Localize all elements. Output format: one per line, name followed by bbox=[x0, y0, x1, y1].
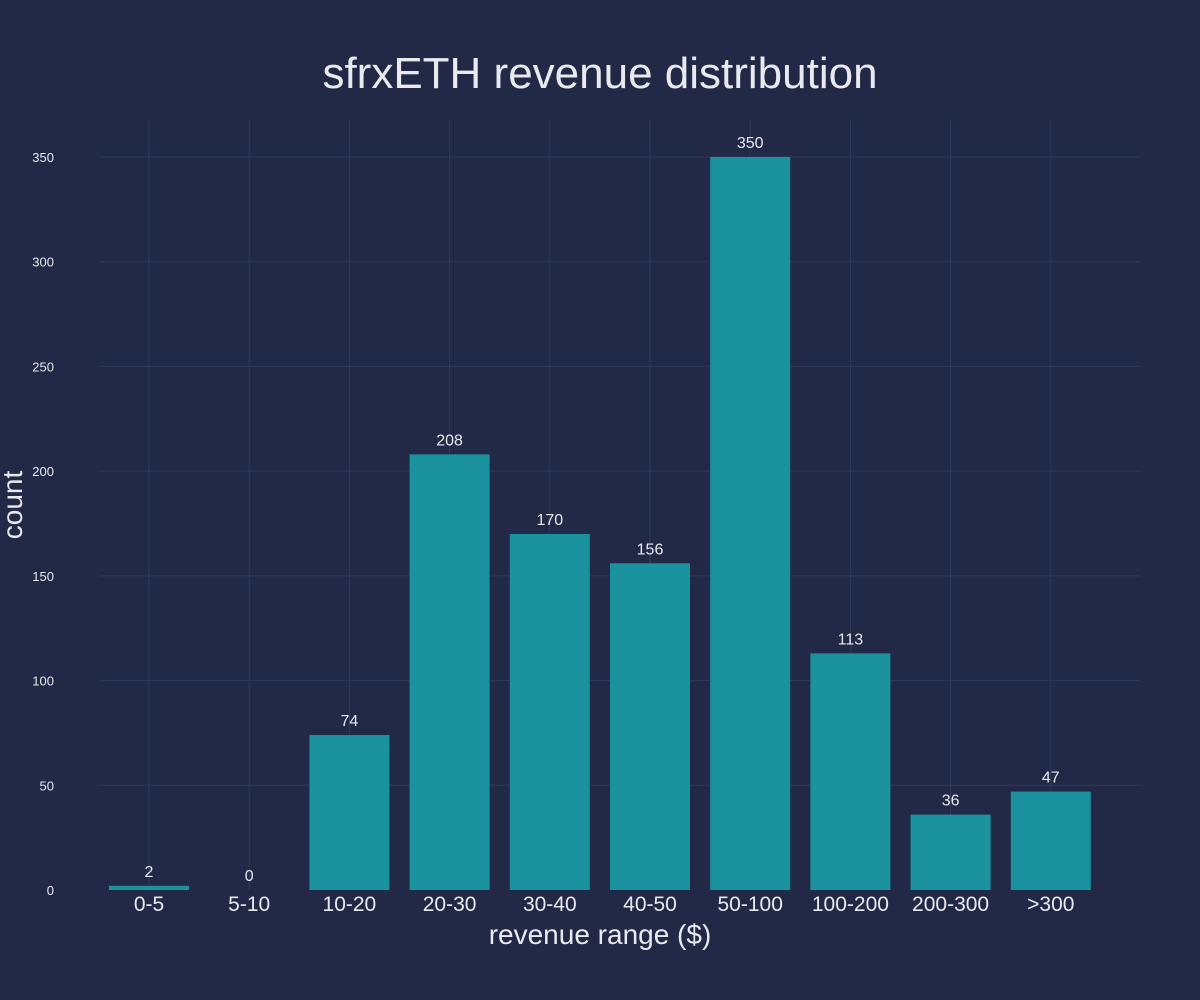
data-label: 350 bbox=[737, 135, 764, 152]
data-label: 36 bbox=[942, 793, 960, 810]
bar-50-100 bbox=[710, 157, 791, 890]
y-tick-label: 350 bbox=[32, 150, 54, 165]
x-tick-label: 50-100 bbox=[718, 893, 783, 916]
data-label: 74 bbox=[341, 713, 359, 730]
data-label: 208 bbox=[436, 432, 463, 449]
chart-title: sfrxETH revenue distribution bbox=[322, 49, 877, 98]
data-label: 0 bbox=[245, 868, 254, 885]
data-label: 170 bbox=[536, 512, 563, 529]
x-tick-label: 100-200 bbox=[812, 893, 889, 916]
y-tick-label: 200 bbox=[32, 464, 54, 479]
x-tick-label: 40-50 bbox=[623, 893, 677, 916]
y-axis-title: count bbox=[0, 471, 28, 540]
y-tick-label: 250 bbox=[32, 359, 54, 374]
bar-20-30 bbox=[409, 454, 490, 890]
x-tick-label: 20-30 bbox=[423, 893, 477, 916]
y-tick-label: 0 bbox=[47, 883, 54, 898]
x-axis-title: revenue range ($) bbox=[489, 919, 712, 950]
x-tick-label: 30-40 bbox=[523, 893, 577, 916]
bars-layer bbox=[109, 157, 1091, 890]
y-tick-label: 150 bbox=[32, 569, 54, 584]
y-tick-label: 50 bbox=[40, 778, 54, 793]
x-tick-label: 0-5 bbox=[134, 893, 164, 916]
bar-200-300 bbox=[910, 814, 991, 890]
y-tick-label: 100 bbox=[32, 674, 54, 689]
data-label: 156 bbox=[637, 541, 664, 558]
data-label: 47 bbox=[1042, 770, 1060, 787]
data-labels-layer: 2 0 74 208 170 156 350 113 36 47 bbox=[145, 135, 1060, 885]
bar-40-50 bbox=[610, 563, 690, 890]
bar-0-5 bbox=[109, 885, 189, 890]
data-label: 2 bbox=[145, 864, 154, 881]
data-label: 113 bbox=[838, 631, 864, 648]
x-tick-label: >300 bbox=[1027, 893, 1074, 916]
x-tick-label: 200-300 bbox=[912, 893, 989, 916]
bar->300 bbox=[1010, 791, 1091, 890]
bar-30-40 bbox=[509, 533, 590, 890]
y-tick-label: 300 bbox=[32, 255, 54, 270]
x-axis-ticks: 0-5 5-10 10-20 20-30 30-40 40-50 50-100 100-200… bbox=[134, 893, 1075, 916]
y-axis-ticks: 0 50 100 150 200 250 300 350 bbox=[32, 150, 54, 898]
bar-10-20 bbox=[309, 735, 390, 890]
x-tick-label: 10-20 bbox=[323, 893, 377, 916]
bar-100-200 bbox=[810, 653, 891, 890]
x-tick-label: 5-10 bbox=[228, 893, 270, 916]
